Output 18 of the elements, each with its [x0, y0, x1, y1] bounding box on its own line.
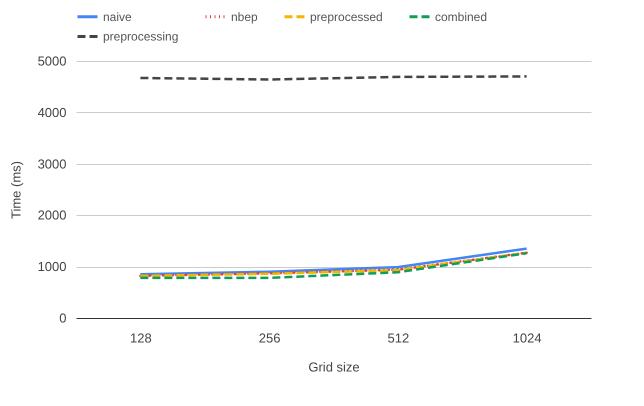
x-tick-label: 256 [258, 330, 280, 346]
line-series [139, 247, 528, 276]
legend-label: preprocessing [103, 30, 178, 44]
x-tick-label: 1024 [512, 330, 542, 346]
y-tick-label: 1000 [38, 259, 66, 274]
x-axis-title: Grid size [308, 360, 360, 374]
y-tick-label: 2000 [38, 208, 66, 223]
legend-label: combined [435, 10, 488, 24]
x-tick-label: 512 [388, 330, 410, 346]
y-tick-label: 0 [59, 310, 66, 326]
y-axis-title: Time (ms) [8, 160, 24, 220]
x-tick-label: 128 [130, 330, 152, 346]
legend-label: preprocessed [310, 10, 383, 24]
y-tick-label: 4000 [38, 104, 66, 120]
legend-label: naive [103, 10, 132, 24]
y-tick-label: 5000 [38, 54, 66, 68]
y-tick-label: 3000 [38, 156, 66, 172]
legend-label: nbep [231, 10, 258, 24]
